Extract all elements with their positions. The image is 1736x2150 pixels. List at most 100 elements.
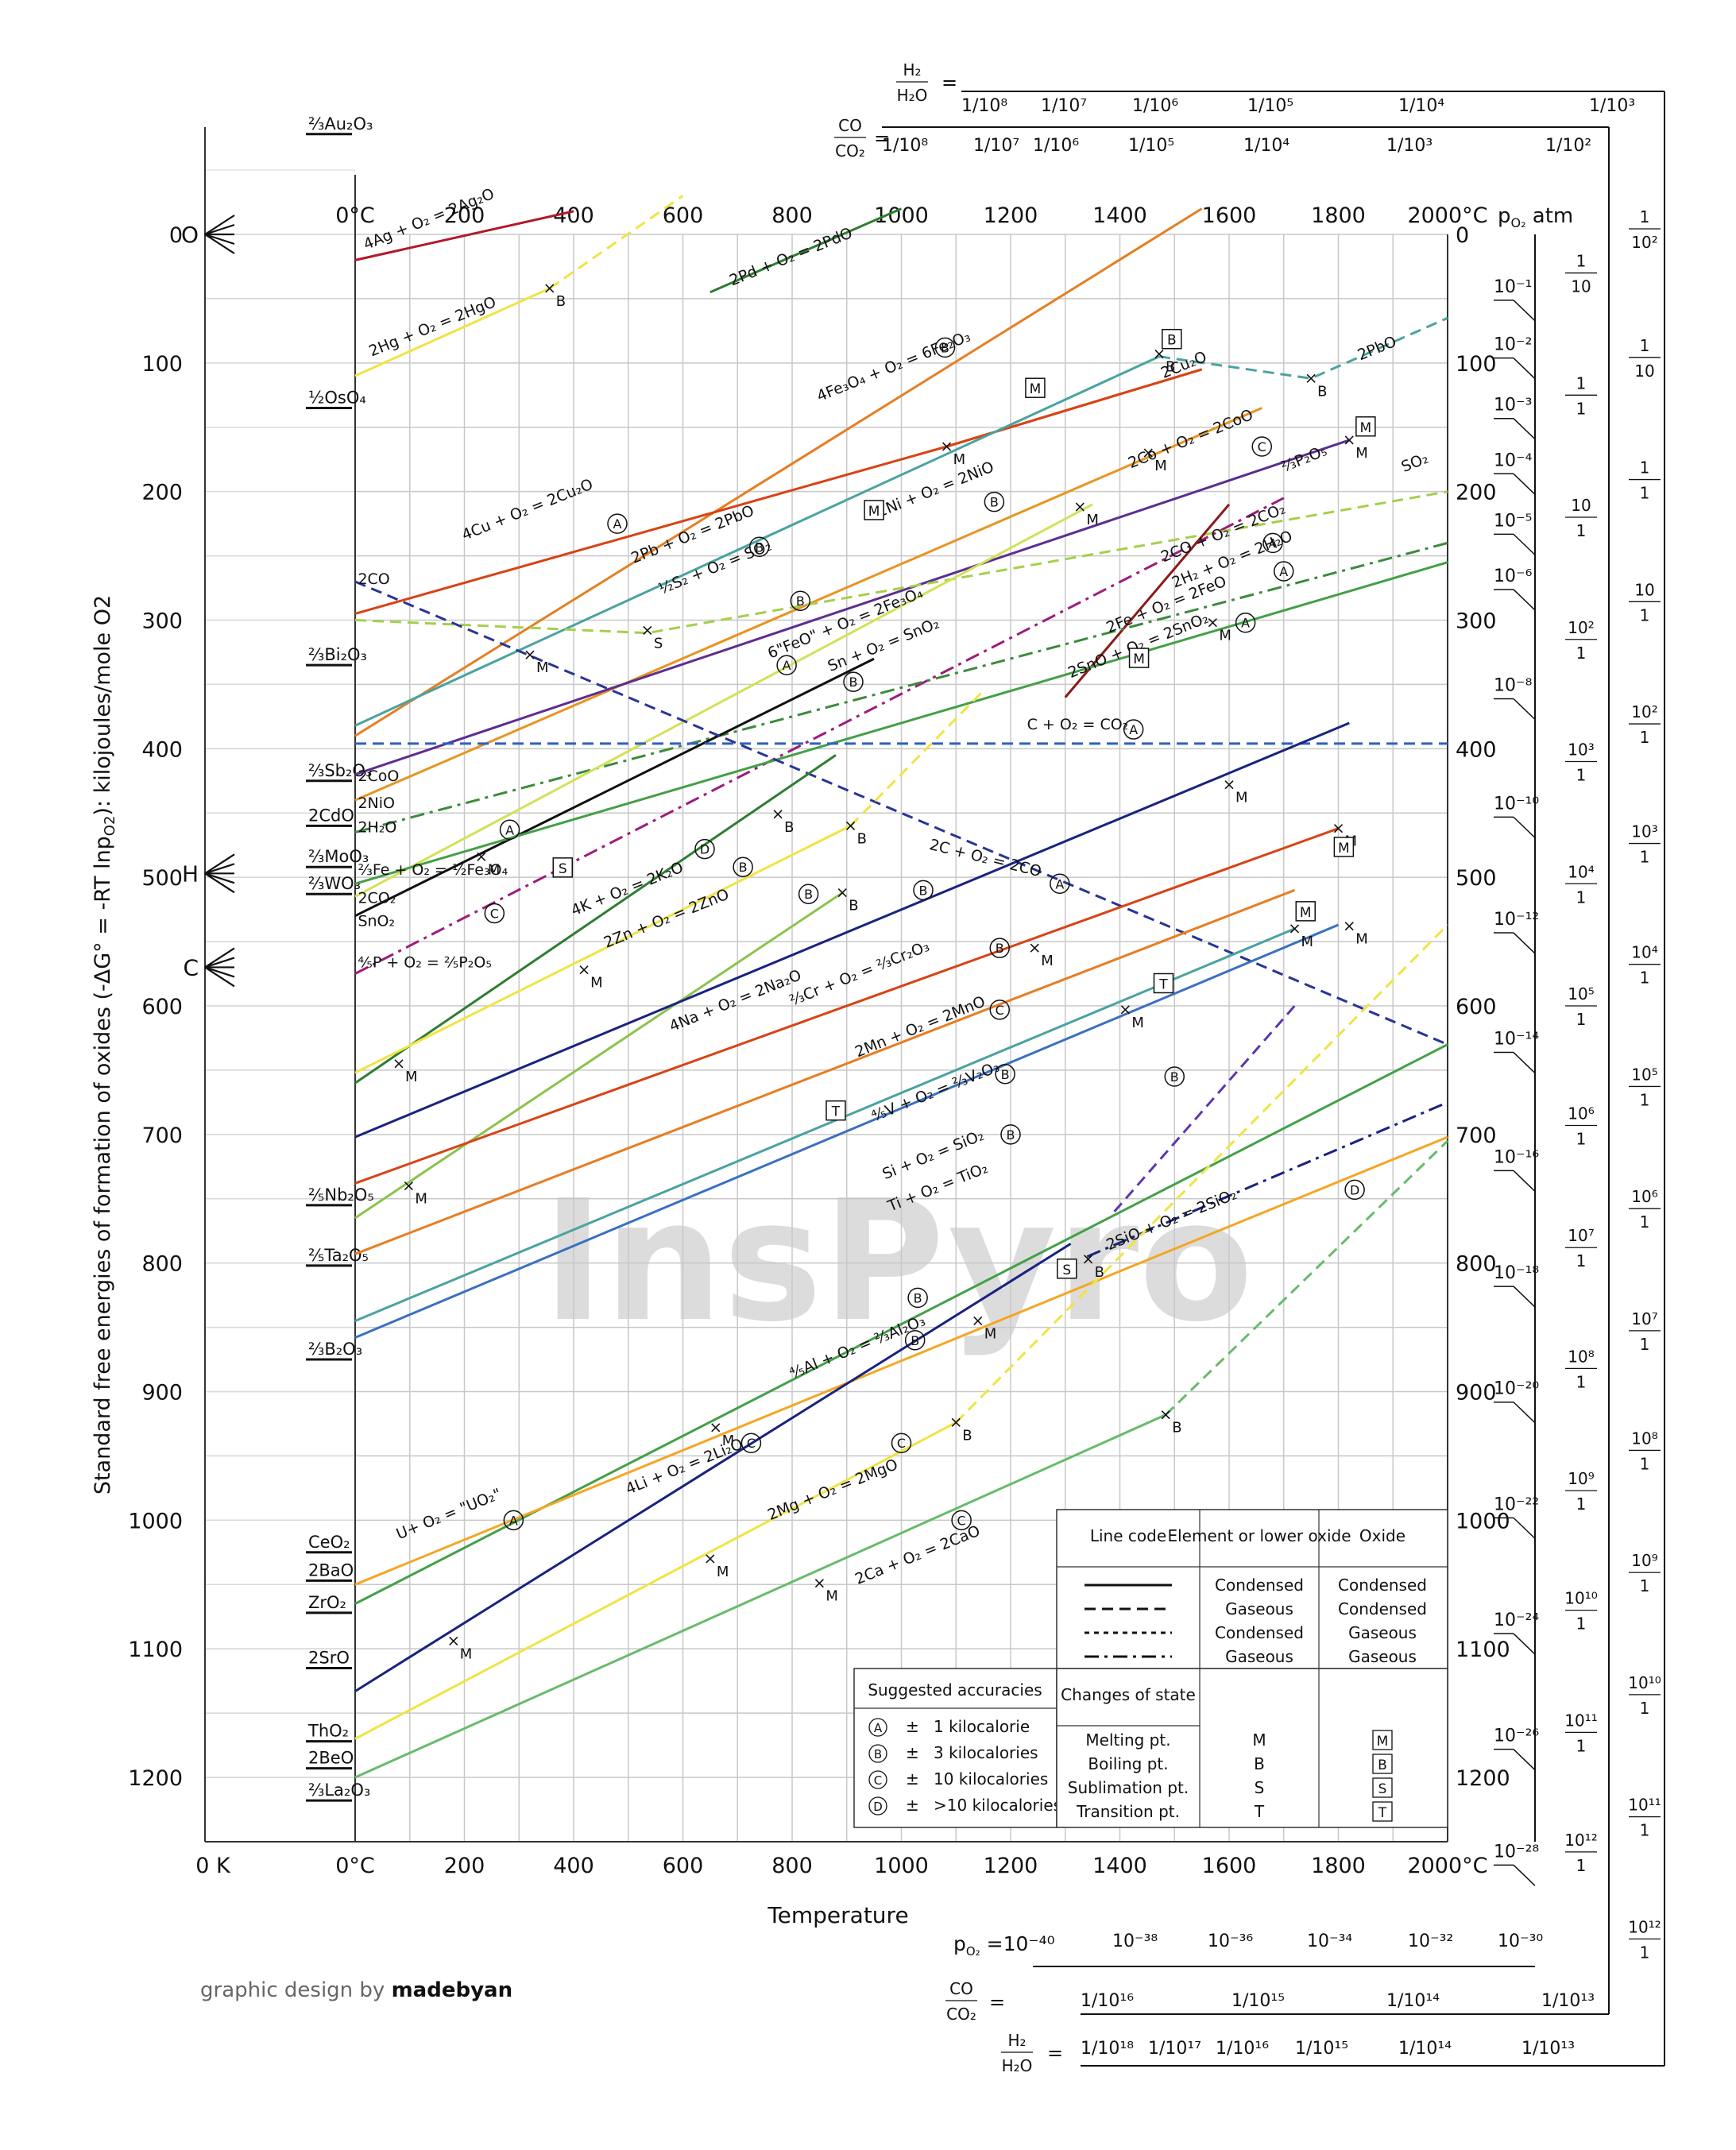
cross-marker — [1030, 943, 1039, 953]
left-oxide-label: 2SrO — [306, 1648, 352, 1669]
x-tick-label: 800 — [771, 1854, 813, 1878]
cross-marker — [1120, 1005, 1130, 1015]
box — [825, 1100, 846, 1121]
state-name: Transition pt. — [1076, 1802, 1180, 1821]
cross-marker — [951, 1417, 961, 1427]
left-oxide-label: ⅔Au₂O₃ — [306, 114, 373, 136]
state-letter: B — [556, 293, 566, 310]
accuracy-letter: C — [897, 1436, 906, 1451]
left-oxide-text: ⅔La₂O₃ — [308, 1781, 370, 1800]
accuracy-mark: B — [798, 884, 819, 904]
series-label: 4Na + O₂ = 2Na₂O — [667, 966, 803, 1035]
cross-marker — [477, 852, 486, 861]
fraction-num: 10³ — [1631, 822, 1657, 841]
accuracy-circle — [1274, 561, 1294, 582]
bottom-po2-tick: 10⁻³² — [1408, 1932, 1453, 1951]
po2-tick-diag — [1513, 589, 1536, 611]
legend-box — [1056, 1668, 1448, 1828]
top-co-tick: 1/10² — [1545, 136, 1591, 156]
state-letter: B — [849, 898, 858, 915]
cross-marker — [706, 1554, 715, 1564]
bottom-co-tick: 1/10¹³ — [1541, 1991, 1595, 2011]
accuracy-mark: A — [1235, 612, 1256, 633]
state-name: Sublimation pt. — [1068, 1778, 1189, 1797]
fraction-num: 10⁸ — [1568, 1347, 1594, 1366]
x-tick-label: 1200 — [984, 1854, 1038, 1878]
fraction-num: 10⁵ — [1631, 1065, 1657, 1084]
series-line — [354, 355, 1160, 727]
fraction-num: CO — [949, 1979, 973, 1998]
top-co-tick: 1/10⁴ — [1243, 136, 1289, 156]
accuracy-letter: B — [914, 1290, 922, 1305]
equals-sign: = — [1047, 2042, 1063, 2064]
cross-marker — [1154, 349, 1164, 359]
series-label: 2Co + O₂ = 2CoO — [1126, 406, 1256, 472]
accuracy-letter: D — [700, 842, 709, 857]
top-co-tick: 1/10⁸ — [882, 136, 928, 156]
state-oxide-letter: B — [1378, 1758, 1387, 1773]
bottom-po2-tick: 10⁻³⁰ — [1498, 1932, 1543, 1951]
accuracy-letter: B — [996, 941, 1004, 956]
left-oxide-text: ⅔Au₂O₃ — [308, 114, 373, 133]
cross-marker — [711, 1423, 721, 1433]
top-co-tick: 1/10⁶ — [1033, 136, 1079, 156]
series-line — [354, 891, 844, 1220]
state-mark: B — [1084, 1255, 1104, 1281]
top-h2-tick: 1/10⁵ — [1247, 96, 1293, 116]
state-name: Melting pt. — [1085, 1730, 1170, 1750]
legend-element-state: Condensed — [1215, 1623, 1304, 1642]
po2-tick: 10⁻¹ — [1494, 277, 1532, 297]
state-mark: B — [545, 284, 566, 310]
state-mark: M — [1075, 502, 1099, 528]
state-letter: M — [953, 451, 966, 468]
y-tick-label-right: 600 — [1456, 995, 1497, 1019]
series-label: ⅘V + O₂ = ⅔V₂O₃ — [869, 1058, 1002, 1126]
state-letter: M — [1235, 790, 1248, 806]
state-letter: M — [984, 1325, 997, 1342]
series-group — [354, 195, 1449, 1779]
accuracy-letter: B — [990, 495, 999, 510]
bottom-co-tick: 1/10¹⁴ — [1386, 1991, 1440, 2011]
pivot-c: C — [183, 947, 235, 988]
accuracy-mark: B — [984, 491, 1005, 512]
top-h2-tick: 1/10⁸ — [961, 96, 1007, 116]
series-label: ⅔Fe + O₂ = ½Fe₃O₄ — [358, 861, 508, 879]
accuracy-circle — [607, 513, 628, 534]
box — [1372, 1801, 1393, 1822]
accuracy-circle — [694, 838, 715, 860]
fraction-num: H₂ — [903, 60, 921, 79]
cross-marker — [973, 1316, 983, 1326]
accuracy-text: >10 kilocalories — [934, 1796, 1061, 1815]
fraction-num: 10⁷ — [1631, 1309, 1657, 1328]
series-label: SO₂ — [1399, 450, 1431, 476]
po2-tick: 10⁻⁸ — [1494, 676, 1533, 696]
accuracy-circle — [1344, 1179, 1365, 1201]
state-letter: M — [722, 1433, 735, 1449]
series-line — [354, 287, 551, 377]
pivot-h: H — [182, 853, 235, 894]
y-tick-label: 100 — [141, 352, 183, 377]
accuracy-text: 1 kilocalorie — [934, 1717, 1030, 1736]
pivot-ray — [204, 223, 235, 236]
pivot-label: C — [183, 954, 199, 980]
cross-marker — [1333, 824, 1344, 833]
po2-tick: 10⁻¹⁴ — [1494, 1030, 1539, 1050]
accuracy-letter: D — [873, 1800, 883, 1814]
accuracy-letter: A — [1279, 564, 1288, 579]
po2-tick-diag — [1513, 932, 1536, 954]
co-ratio-tick: 11 — [1565, 373, 1597, 418]
cross-marker — [1344, 435, 1354, 445]
accuracy-letter: A — [505, 822, 514, 837]
y-tick-label: 300 — [141, 609, 183, 634]
po2-tick: 10⁻² — [1494, 335, 1532, 355]
cross-marker — [525, 650, 535, 659]
accuracy-circle — [1164, 1066, 1185, 1087]
accuracy-mark: A — [1050, 873, 1070, 895]
accuracy-mark: A — [499, 819, 520, 841]
